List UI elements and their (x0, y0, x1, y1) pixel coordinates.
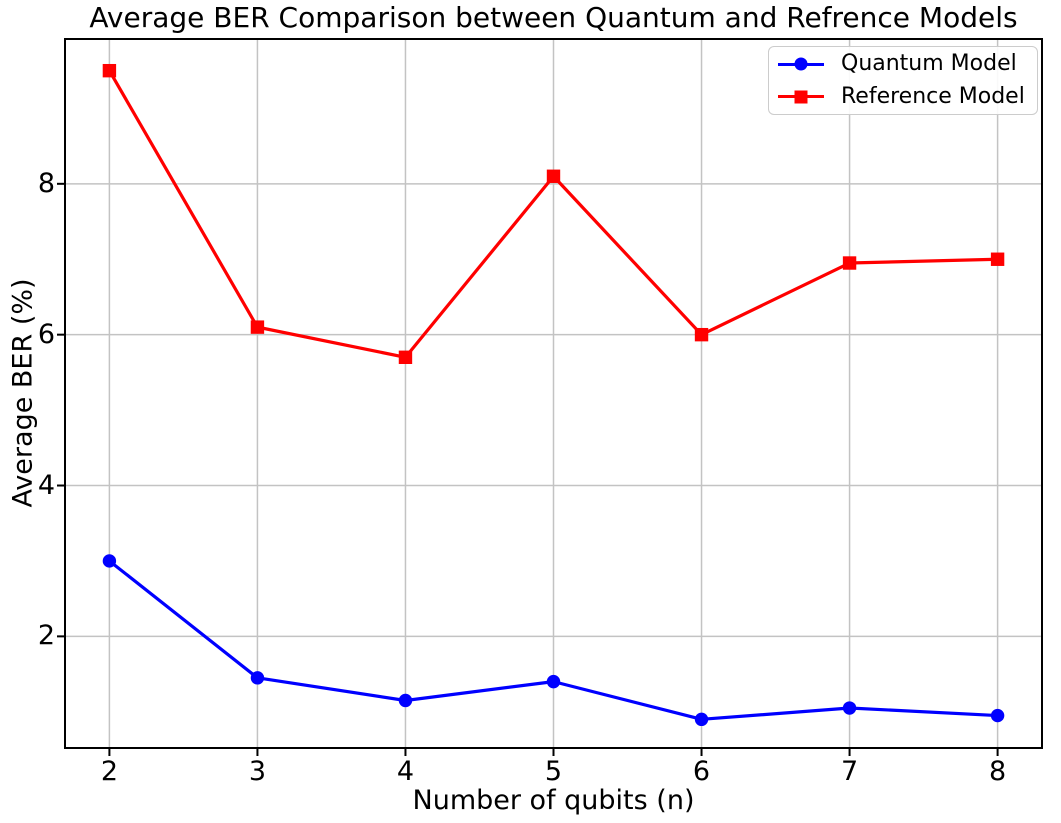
y-tick-label: 6 (37, 318, 55, 350)
x-tick-label: 3 (248, 756, 267, 787)
legend: Quantum Model Reference Model (768, 46, 1038, 115)
legend-item-reference-model: Reference Model (769, 82, 1037, 112)
x-tick-label: 7 (840, 756, 859, 787)
x-tick-label: 6 (692, 756, 711, 787)
x-tick-label: 4 (396, 756, 415, 787)
chart-title: Average BER Comparison between Quantum a… (89, 1, 1018, 34)
quantum-line-sample (778, 57, 824, 72)
x-axis-label: Number of qubits (n) (412, 785, 695, 816)
legend-label-quantum: Quantum Model (841, 51, 1017, 77)
square-marker-icon (794, 90, 808, 104)
circle-marker-icon (794, 57, 808, 71)
legend-label-reference: Reference Model (841, 83, 1025, 109)
y-tick-label: 2 (37, 620, 55, 652)
x-tick-label: 2 (100, 756, 118, 787)
x-tick-label: 8 (988, 756, 1007, 787)
reference-line-sample (778, 89, 824, 104)
x-tick-label: 5 (544, 756, 563, 787)
legend-item-quantum-model: Quantum Model (769, 49, 1037, 79)
y-tick-label: 8 (37, 167, 55, 199)
y-tick-label: 4 (37, 469, 55, 501)
